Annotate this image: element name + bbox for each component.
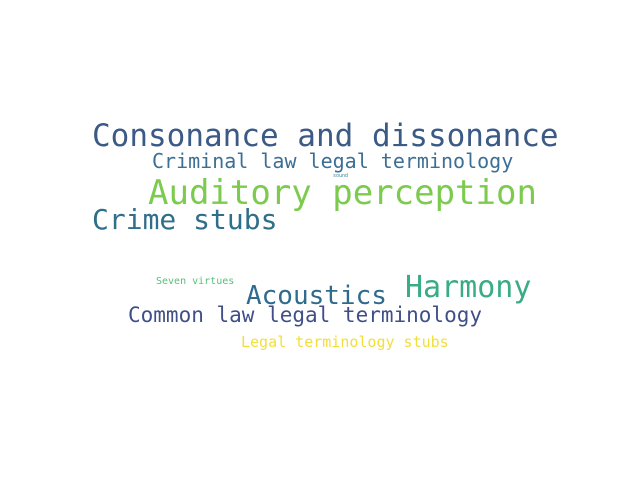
word-legal-terminology-stubs: Legal terminology stubs <box>241 333 449 351</box>
word-auditory-perception: Auditory perception <box>148 173 537 213</box>
word-seven-virtues: Seven virtues <box>156 276 235 287</box>
word-criminal-law-legal-terminology: Criminal law legal terminology <box>152 149 514 173</box>
word-crime-stubs: Crime stubs <box>92 203 278 236</box>
word-harmony: Harmony <box>405 270 532 305</box>
word-common-law-legal-terminology: Common law legal terminology <box>128 303 483 327</box>
word-acoustics: Acoustics <box>246 281 387 311</box>
word-consonance-and-dissonance: Consonance and dissonance <box>92 118 559 154</box>
word-sound: sound <box>333 173 349 179</box>
